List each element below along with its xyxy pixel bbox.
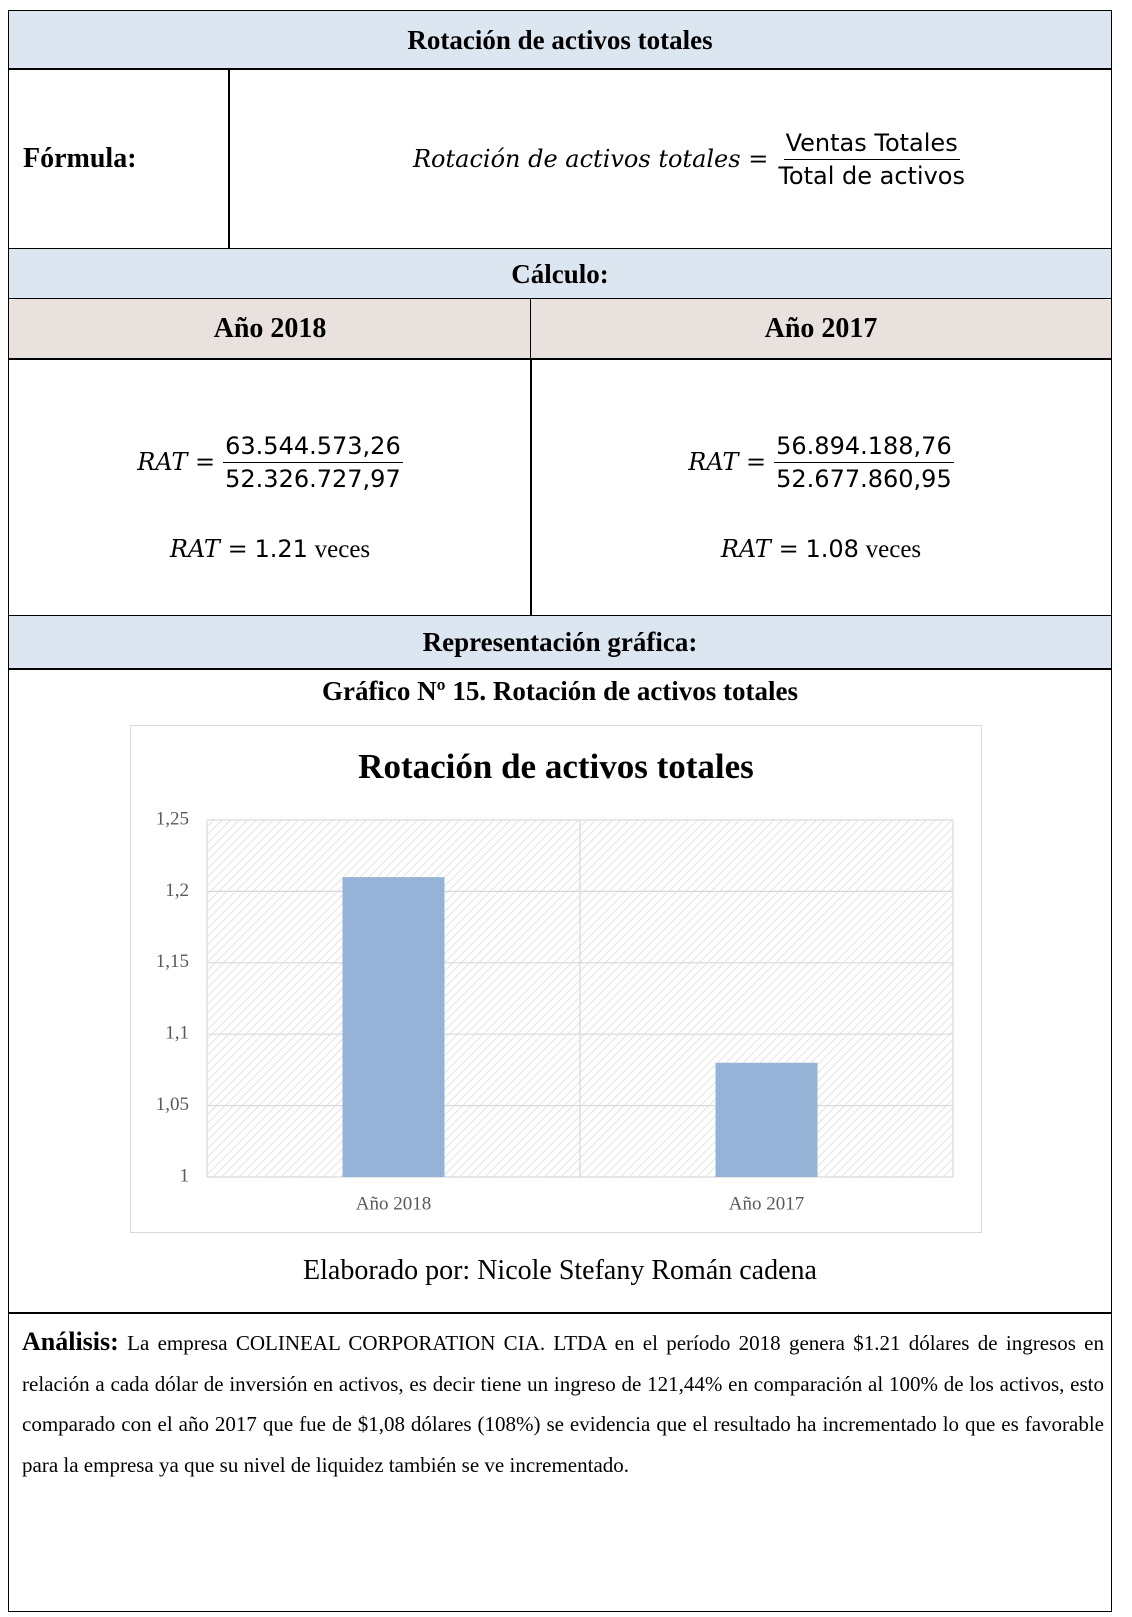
formula-fraction: Ventas Totales Total de activos [776, 129, 967, 190]
bar [715, 1062, 818, 1177]
formula-cell: Rotación de activos totales = Ventas Tot… [228, 68, 1112, 250]
result-lhs: RAT = [169, 534, 248, 563]
calc-lhs: RAT = [688, 448, 767, 476]
result-value: 1.21 [254, 534, 308, 563]
analysis-text: La empresa COLINEAL CORPORATION CIA. LTD… [22, 1331, 1104, 1477]
result-lhs: RAT = [720, 534, 799, 563]
graphic-row: Representación gráfica: [8, 615, 1112, 670]
x-tick-label: Año 2017 [729, 1193, 804, 1214]
result-unit: veces [314, 535, 371, 563]
result-unit: veces [865, 535, 922, 563]
formula-lhs: Rotación de activos totales = [412, 145, 769, 173]
x-tick-label: Año 2018 [356, 1193, 431, 1214]
chart-title: Rotación de activos totales [358, 747, 754, 786]
year: Año 2017 [764, 313, 878, 344]
calc-result: RAT = 1.08 veces [721, 533, 921, 564]
y-tick-label: 1,1 [165, 1023, 189, 1044]
formula-numerator: Ventas Totales [783, 129, 960, 160]
graphic-label: Representación gráfica: [422, 627, 698, 657]
analysis: Análisis: La empresa COLINEAL CORPORATIO… [22, 1322, 1104, 1485]
y-tick-label: 1,15 [156, 951, 189, 972]
result-value: 1.08 [805, 534, 859, 563]
calc-numerator: 56.894.188,76 [774, 432, 954, 463]
calc-cell: RAT = 63.544.573,26 52.326.727,97 RAT = 1.2… [8, 358, 532, 617]
bar [342, 877, 445, 1177]
calc-denominator: 52.677.860,95 [776, 464, 952, 493]
calc-fraction: 56.894.188,76 52.677.860,95 [774, 432, 954, 493]
y-tick-label: 1,25 [156, 808, 189, 829]
calc-result: RAT = 1.21 veces [170, 533, 370, 564]
formula-label: Fórmula: [23, 143, 137, 174]
analysis-label: Análisis: [22, 1327, 119, 1356]
y-tick-label: 1,2 [165, 880, 189, 901]
year: Año 2018 [213, 313, 327, 344]
calc-label: Cálculo: [511, 258, 609, 289]
chart-caption: Gráfico Nº 15. Rotación de activos total… [321, 676, 799, 706]
calc-formula: RAT = 56.894.188,76 52.677.860,95 [688, 432, 954, 493]
year-header: Año 2018 [8, 298, 532, 360]
calc-numerator: 63.544.573,26 [223, 432, 403, 463]
year-header: Año 2017 [530, 298, 1112, 360]
formula-label-cell: Fórmula: [8, 68, 230, 250]
title-row: Rotación de activos totales [8, 10, 1112, 70]
chart-cell [8, 668, 1112, 1314]
chart: Rotación de activos totales 1 1,05 1,1 1,15… [130, 725, 982, 1233]
calc-formula: RAT = 63.544.573,26 52.326.727,97 [137, 432, 403, 493]
calc-lhs: RAT = [137, 448, 216, 476]
calc-fraction: 63.544.573,26 52.326.727,97 [223, 432, 403, 493]
analysis-cell [8, 1312, 1112, 1612]
formula-denominator: Total de activos [778, 161, 965, 190]
calc-row: Cálculo: [8, 248, 1112, 300]
calc-cell: RAT = 56.894.188,76 52.677.860,95 RAT = 1.0… [530, 358, 1112, 617]
title: Rotación de activos totales [407, 24, 713, 55]
y-tick-label: 1,05 [156, 1094, 189, 1115]
chart-credit: Elaborado por: Nicole Stefany Román cade… [303, 1255, 817, 1286]
y-tick-label: 1 [180, 1165, 190, 1186]
calc-denominator: 52.326.727,97 [225, 464, 401, 493]
